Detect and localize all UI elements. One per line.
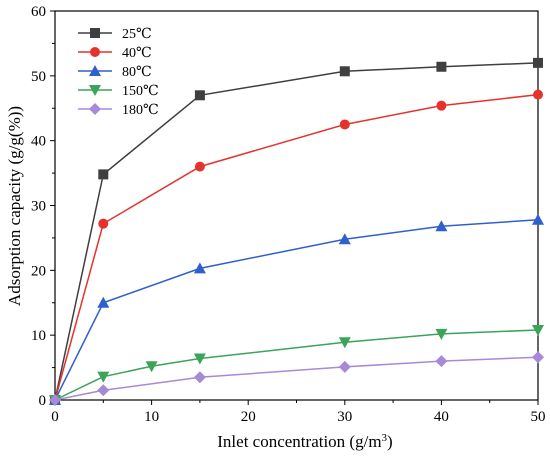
data-point	[435, 328, 448, 340]
legend-marker	[90, 47, 100, 57]
data-point	[193, 353, 206, 365]
data-point	[193, 262, 206, 274]
legend-item: 25℃	[78, 27, 152, 42]
x-axis-ticks: 0 10 20 30 40 50	[51, 400, 546, 425]
data-point	[532, 213, 544, 225]
series-line	[54, 356, 539, 401]
data-point	[49, 394, 61, 406]
legend-item: 40℃	[78, 46, 152, 61]
data-point	[98, 218, 109, 229]
data-point	[435, 220, 448, 232]
data-point	[436, 61, 447, 72]
y-tick-label: 60	[31, 4, 46, 20]
series-1	[50, 89, 543, 405]
x-tick-label: 20	[241, 409, 256, 425]
y-tick-label: 50	[31, 69, 46, 85]
series-line	[54, 219, 539, 401]
x-tick-label: 50	[531, 409, 546, 425]
legend-marker	[89, 103, 101, 115]
legend-label: 25℃	[122, 27, 152, 42]
data-point	[339, 119, 350, 130]
series-layer	[49, 57, 544, 406]
data-point	[532, 324, 544, 336]
data-point	[193, 371, 206, 384]
data-point	[435, 355, 448, 368]
x-tick-label: 40	[434, 409, 449, 425]
data-point	[97, 371, 110, 383]
series-line	[54, 329, 539, 401]
y-axis-title: Adsorption capacity (g/g(%))	[5, 106, 24, 306]
legend-marker	[90, 28, 100, 38]
data-point	[338, 337, 351, 349]
data-point	[194, 90, 205, 101]
data-point	[338, 233, 351, 245]
series-2	[49, 213, 544, 405]
data-point	[533, 57, 543, 68]
legend-label: 150℃	[122, 84, 159, 99]
legend-marker	[89, 65, 101, 76]
legend-item: 150℃	[78, 84, 159, 99]
data-point	[338, 360, 351, 373]
legend-label: 180℃	[122, 103, 159, 118]
data-point	[339, 66, 350, 77]
data-point	[98, 169, 109, 180]
data-point	[145, 361, 158, 373]
y-tick-label: 40	[31, 134, 46, 150]
legend-item: 80℃	[78, 65, 152, 80]
x-tick-label: 30	[337, 409, 352, 425]
y-tick-label: 10	[31, 328, 46, 344]
data-point	[194, 161, 205, 172]
legend: 25℃ 40℃ 80℃ 150℃ 180℃	[78, 27, 159, 118]
x-axis-title: Inlet concentration (g/m3)	[217, 432, 392, 451]
series-line	[54, 62, 539, 401]
data-point	[97, 384, 110, 397]
series-3	[49, 324, 544, 406]
y-axis-ticks: 0 10 20 30 40 50 60	[31, 4, 55, 409]
legend-marker	[89, 85, 101, 96]
data-point	[533, 89, 543, 100]
y-tick-label: 20	[31, 263, 46, 279]
legend-label: 80℃	[122, 65, 152, 80]
legend-item: 180℃	[78, 103, 159, 118]
data-point	[436, 100, 447, 111]
x-tick-label: 0	[51, 409, 59, 425]
data-point	[97, 296, 110, 308]
series-line	[54, 93, 539, 401]
series-4	[49, 351, 544, 406]
legend-label: 40℃	[122, 46, 152, 61]
x-tick-label: 10	[144, 409, 159, 425]
y-tick-label: 0	[39, 393, 47, 409]
y-tick-label: 30	[31, 199, 46, 215]
data-point	[532, 351, 544, 364]
